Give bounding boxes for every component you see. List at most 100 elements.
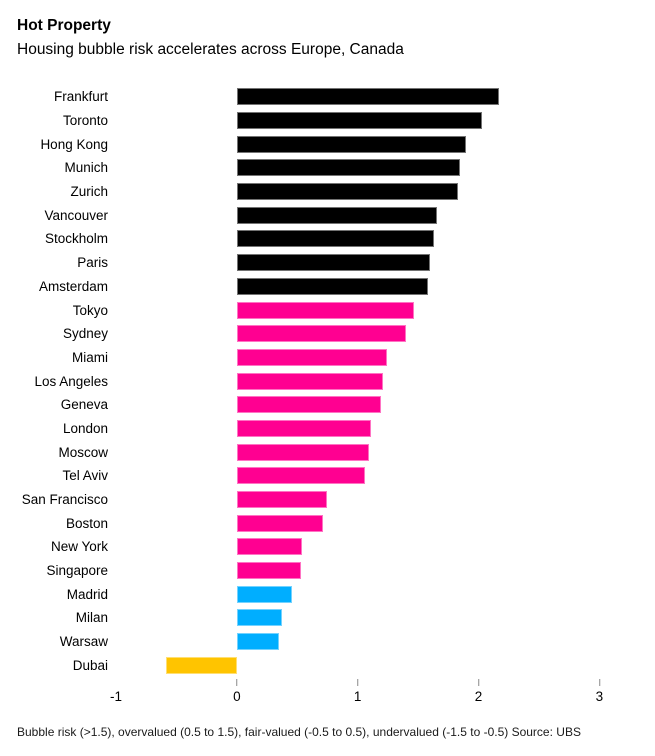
chart-row: Paris (17, 251, 638, 275)
category-label: Zurich (70, 184, 108, 200)
bar-stockholm (236, 230, 434, 248)
bar-chart: Frankfurt Toronto Hong Kong Munich Zurich Van… (17, 85, 638, 709)
chart-row: Tokyo (17, 298, 638, 322)
category-label: Dubai (72, 657, 108, 673)
category-label: San Francisco (21, 492, 108, 508)
chart-row: Zurich (17, 180, 638, 204)
tick-label: 1 (353, 689, 362, 705)
category-label: Boston (65, 515, 108, 531)
category-label: Paris (77, 255, 108, 271)
bar-tel-aviv (236, 467, 365, 485)
category-label: Los Angeles (34, 373, 108, 389)
bar-track (116, 585, 638, 603)
category-label: Vancouver (44, 207, 108, 223)
bar-track (116, 514, 638, 532)
x-axis-tick: 0 (233, 679, 241, 704)
bar-track (116, 254, 638, 272)
chart-title: Hot Property (17, 17, 111, 34)
bar-track (116, 325, 638, 343)
chart-row: Sydney (17, 322, 638, 346)
x-axis-tick: 3 (595, 679, 604, 705)
chart-row: Toronto (17, 109, 638, 133)
bar-geneva (236, 396, 381, 414)
chart-row: Singapore (17, 559, 638, 583)
category-label: Tokyo (72, 302, 108, 318)
bar-track (116, 183, 638, 201)
chart-row: Moscow (17, 440, 638, 464)
chart-row: Los Angeles (17, 369, 638, 393)
category-label: Frankfurt (53, 89, 108, 105)
bar-track (116, 135, 638, 153)
bar-track (116, 88, 638, 106)
chart-subtitle: Housing bubble risk accelerates across E… (17, 41, 404, 58)
bar-boston (236, 514, 323, 532)
bar-track (116, 419, 638, 437)
bar-london (236, 419, 371, 437)
bar-amsterdam (236, 277, 428, 295)
bar-vancouver (236, 206, 438, 224)
category-label: London (62, 420, 108, 436)
chart-row: Vancouver (17, 203, 638, 227)
category-label: Miami (72, 349, 108, 365)
bar-track (116, 112, 638, 130)
x-axis-tick: 1 (353, 679, 362, 705)
bar-milan (236, 609, 282, 627)
tick-mark (236, 679, 238, 687)
bar-track (116, 609, 638, 627)
chart-row: Dubai (17, 654, 638, 678)
chart-row: London (17, 417, 638, 441)
category-label: New York (50, 539, 108, 555)
bar-sydney (236, 325, 406, 343)
tick-mark (598, 679, 600, 687)
bar-singapore (236, 562, 301, 580)
tick-label: 3 (595, 689, 604, 705)
chart-row: Milan (17, 606, 638, 630)
bar-track (116, 301, 638, 319)
bar-track (116, 277, 638, 295)
chart-row: Boston (17, 511, 638, 535)
bar-track (116, 633, 638, 651)
bar-zurich (236, 183, 458, 201)
x-axis-tick: -1 (110, 679, 122, 704)
category-label: Amsterdam (38, 278, 108, 294)
category-label: Toronto (62, 113, 108, 129)
x-axis-tick: 2 (474, 679, 483, 705)
bar-new-york (236, 538, 303, 556)
bar-track (116, 159, 638, 177)
chart-row: Frankfurt (17, 85, 638, 109)
bar-rows: Frankfurt Toronto Hong Kong Munich Zurich Van… (17, 85, 638, 677)
chart-footnote: Bubble risk (>1.5), overvalued (0.5 to 1… (17, 725, 581, 740)
chart-row: Munich (17, 156, 638, 180)
chart-row: New York (17, 535, 638, 559)
category-label: Munich (64, 160, 108, 176)
bar-san-francisco (236, 491, 328, 509)
category-label: Geneva (60, 397, 108, 413)
tick-mark (477, 679, 479, 687)
chart-row: Geneva (17, 393, 638, 417)
chart-row: Madrid (17, 582, 638, 606)
bar-paris (236, 254, 431, 272)
category-label: Warsaw (59, 634, 108, 650)
category-label: Tel Aviv (62, 468, 108, 484)
bar-miami (236, 348, 387, 366)
bar-toronto (236, 112, 483, 130)
bar-track (116, 443, 638, 461)
bar-munich (236, 159, 461, 177)
bar-track (116, 491, 638, 509)
chart-row: Tel Aviv (17, 464, 638, 488)
tick-label: 2 (474, 689, 483, 705)
bar-track (116, 538, 638, 556)
chart-row: Amsterdam (17, 275, 638, 299)
category-label: Moscow (58, 444, 108, 460)
chart-row: San Francisco (17, 488, 638, 512)
tick-label: 0 (233, 689, 241, 705)
x-axis: -1 0 1 2 3 (110, 679, 638, 709)
bar-los-angeles (236, 372, 384, 390)
bar-track (116, 656, 638, 674)
chart-row: Miami (17, 346, 638, 370)
tick-mark (357, 679, 359, 687)
category-label: Milan (75, 610, 108, 626)
category-label: Stockholm (44, 231, 108, 247)
bar-track (116, 206, 638, 224)
